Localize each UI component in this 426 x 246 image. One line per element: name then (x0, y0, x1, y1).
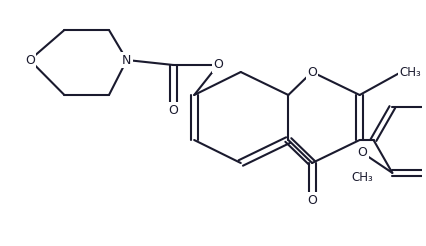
Text: O: O (213, 59, 223, 72)
Text: O: O (168, 104, 178, 117)
Text: O: O (307, 65, 317, 78)
Text: CH₃: CH₃ (352, 171, 374, 184)
Text: O: O (25, 53, 35, 66)
Text: CH₃: CH₃ (399, 65, 421, 78)
Text: N: N (122, 53, 132, 66)
Text: O: O (307, 194, 317, 206)
Text: O: O (358, 146, 368, 159)
